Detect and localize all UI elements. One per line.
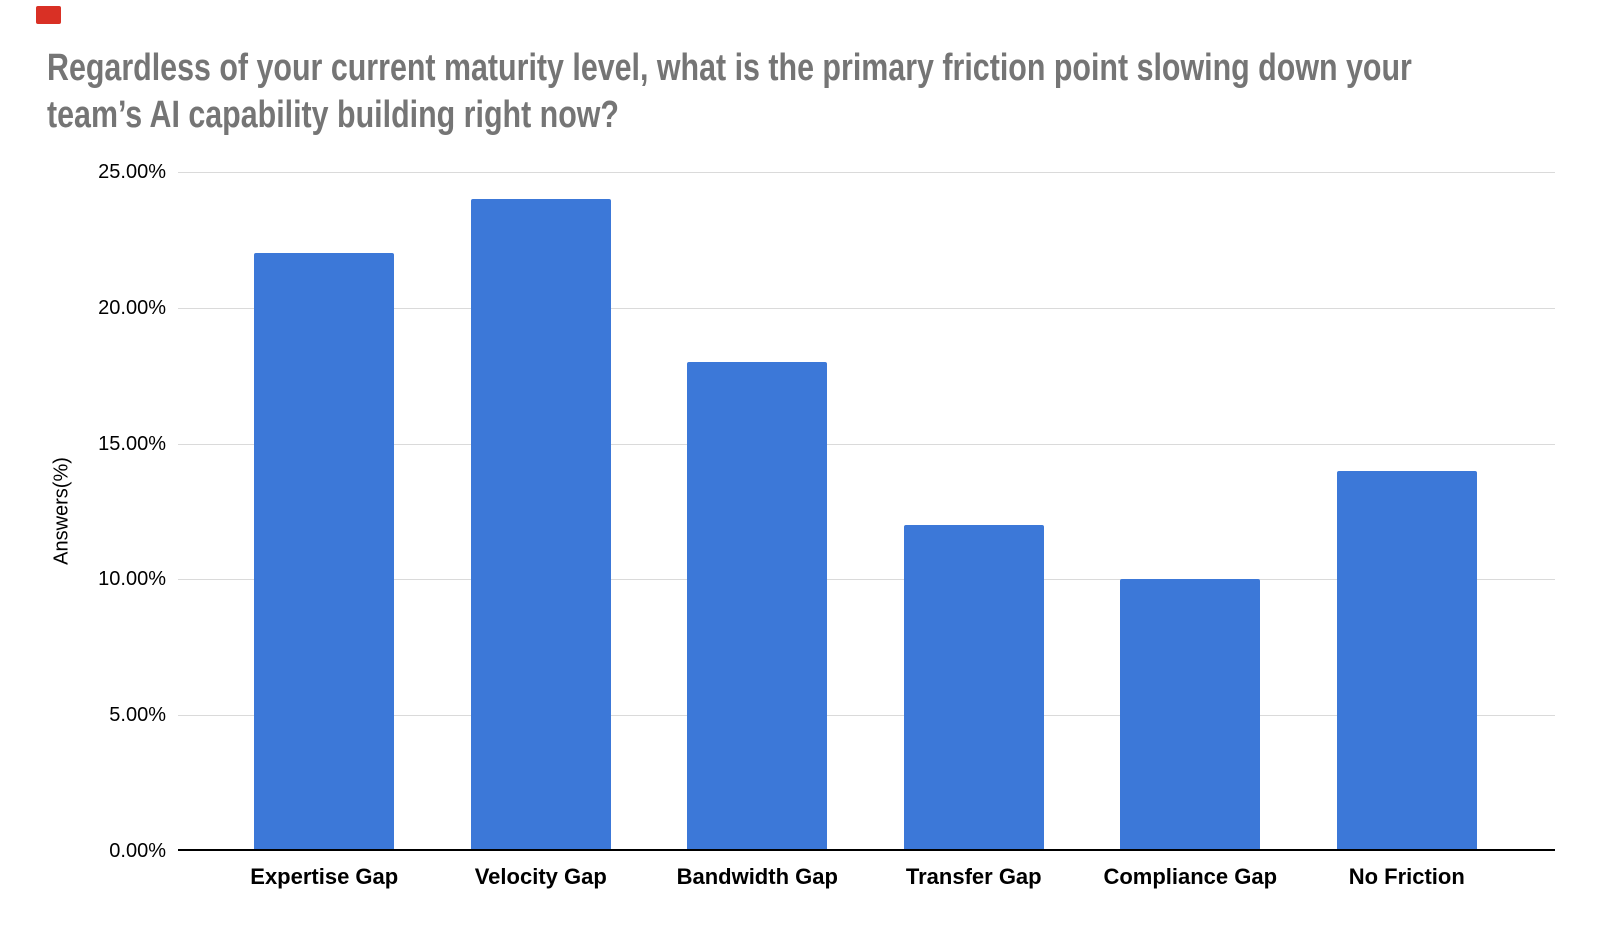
x-category-label-bandwidth-gap: Bandwidth Gap bbox=[676, 864, 838, 889]
y-tick-label: 15.00% bbox=[98, 432, 166, 455]
chart-title-line1: Regardless of your current maturity leve… bbox=[47, 47, 1412, 89]
x-category-label-velocity-gap: Velocity Gap bbox=[474, 864, 607, 889]
gridline bbox=[178, 715, 1555, 717]
bar-compliance-gap bbox=[1120, 579, 1261, 851]
chart-title: Regardless of your current maturity leve… bbox=[47, 45, 1567, 139]
bar-bandwidth-gap bbox=[687, 362, 828, 851]
red-marker bbox=[36, 6, 61, 24]
gridline bbox=[178, 579, 1555, 581]
y-tick-label: 0.00% bbox=[109, 840, 166, 862]
gridline bbox=[178, 307, 1555, 309]
bar-no-friction bbox=[1336, 470, 1477, 851]
x-category-label-transfer-gap: Transfer Gap bbox=[905, 864, 1042, 889]
bar-velocity-gap bbox=[470, 199, 611, 851]
x-axis-line bbox=[178, 849, 1555, 851]
chart-title-line2: team’s AI capability building right now? bbox=[47, 94, 620, 136]
y-tick-label: 25.00% bbox=[98, 161, 166, 183]
gridline bbox=[178, 443, 1555, 445]
y-axis-title: Answers(%) bbox=[50, 457, 73, 565]
x-category-label-no-friction: No Friction bbox=[1348, 864, 1465, 889]
y-tick-label: 5.00% bbox=[109, 704, 166, 727]
bar-expertise-gap bbox=[254, 253, 395, 851]
bar-transfer-gap bbox=[903, 525, 1044, 851]
gridline bbox=[178, 172, 1555, 173]
y-tick-label: 20.00% bbox=[98, 296, 166, 319]
y-tick-label: 10.00% bbox=[98, 568, 166, 591]
x-category-label-expertise-gap: Expertise Gap bbox=[250, 864, 399, 889]
x-category-label-compliance-gap: Compliance Gap bbox=[1103, 864, 1278, 889]
